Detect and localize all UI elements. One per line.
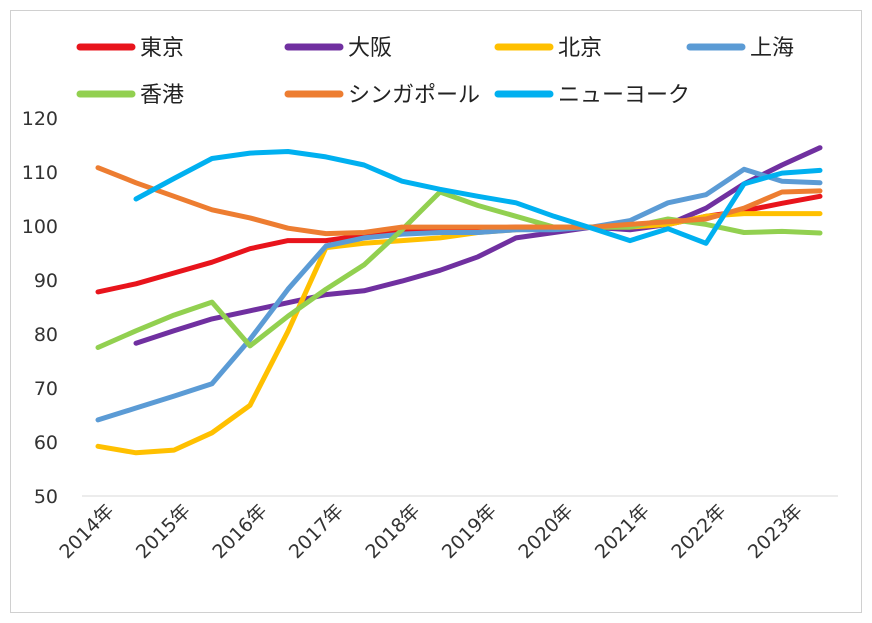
series-line-0: [95, 193, 823, 295]
y-tick-label-7: 120: [22, 108, 58, 130]
y-tick-label-1: 60: [34, 432, 58, 454]
x-tick-label-2: 2016年: [208, 500, 271, 563]
legend-label-6: ニューヨーク: [558, 83, 690, 108]
legend-label-5: シンガポール: [348, 83, 480, 108]
x-tick-label-6: 2020年: [514, 500, 577, 563]
legend-label-0: 東京: [140, 36, 184, 61]
x-tick-label-8: 2022年: [667, 500, 730, 563]
y-tick-label-3: 80: [34, 324, 58, 346]
y-tick-label-2: 70: [34, 378, 58, 400]
series-line-4: [95, 189, 823, 350]
x-tick-label-7: 2021年: [591, 500, 654, 563]
legend-label-1: 大阪: [348, 36, 392, 61]
x-axis: 2014年 2015年 2016年 2017年 2018年 2019年 2020年 2021年…: [55, 495, 838, 563]
x-tick-label-4: 2018年: [361, 500, 424, 563]
series-line-6: [133, 149, 823, 246]
plot-area: [95, 145, 823, 456]
series-line-3: [95, 166, 823, 423]
series-line-5: [95, 165, 823, 237]
y-tick-label-5: 100: [22, 216, 58, 238]
x-tick-label-3: 2017年: [285, 500, 348, 563]
series-line-2: [95, 211, 823, 456]
x-tick-label-9: 2023年: [744, 500, 807, 563]
x-tick-label-0: 2014年: [55, 500, 118, 563]
y-axis: 50 60 70 80 90 100 110 120: [22, 108, 58, 508]
x-tick-label-5: 2019年: [438, 500, 501, 563]
legend-label-2: 北京: [558, 36, 602, 61]
y-tick-label-6: 110: [22, 162, 58, 184]
series-line-1: [133, 145, 823, 346]
y-tick-label-4: 90: [34, 270, 58, 292]
x-tick-label-1: 2015年: [132, 500, 195, 563]
chart-frame: [10, 10, 862, 613]
legend-label-4: 香港: [140, 83, 184, 108]
legend-label-3: 上海: [750, 36, 794, 61]
y-tick-label-0: 50: [34, 486, 58, 508]
